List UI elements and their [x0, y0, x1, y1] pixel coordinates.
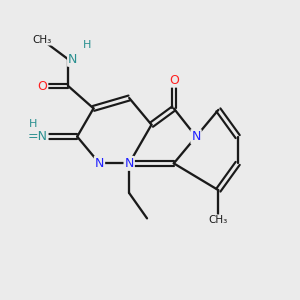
Text: N: N	[68, 53, 77, 66]
Text: O: O	[38, 80, 47, 93]
Text: CH₃: CH₃	[209, 215, 228, 225]
Text: H: H	[82, 40, 91, 50]
Text: N: N	[95, 157, 104, 170]
Text: =N: =N	[28, 130, 47, 143]
Text: N: N	[124, 157, 134, 170]
Text: CH₃: CH₃	[33, 35, 52, 45]
Text: N: N	[191, 130, 201, 143]
Text: H: H	[29, 119, 38, 129]
Text: O: O	[169, 74, 179, 87]
